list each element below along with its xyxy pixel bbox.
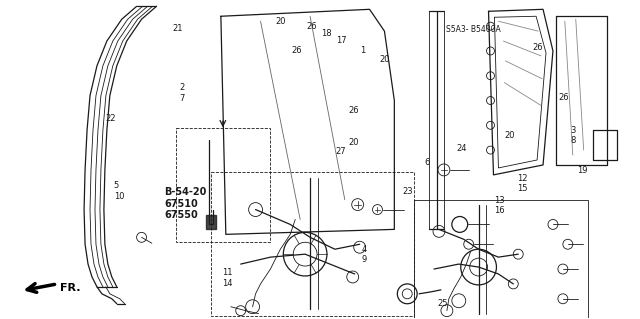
- Text: 21: 21: [173, 24, 183, 33]
- Text: 5
10: 5 10: [114, 182, 124, 201]
- Text: 22: 22: [106, 114, 116, 123]
- Text: 13
16: 13 16: [495, 196, 505, 215]
- Text: FR.: FR.: [60, 283, 81, 293]
- Text: 20: 20: [349, 137, 359, 147]
- Polygon shape: [206, 214, 216, 229]
- Text: 20: 20: [379, 56, 390, 64]
- Text: 26: 26: [306, 22, 317, 31]
- Text: 26: 26: [558, 93, 568, 102]
- Text: 25: 25: [437, 299, 448, 308]
- Text: 24: 24: [456, 144, 467, 153]
- Text: 1: 1: [360, 46, 365, 55]
- Text: 26: 26: [291, 46, 302, 55]
- Text: 3
8: 3 8: [571, 126, 576, 145]
- Text: S5A3- B5400A: S5A3- B5400A: [445, 25, 500, 34]
- Bar: [176, 128, 271, 242]
- Text: 20: 20: [504, 131, 515, 140]
- Text: 4
9: 4 9: [361, 245, 367, 264]
- Text: 20: 20: [276, 18, 286, 26]
- Text: 2
7: 2 7: [179, 83, 184, 103]
- Text: 26: 26: [532, 43, 543, 52]
- Text: 18: 18: [321, 28, 332, 38]
- Text: B-54-20
67510
67550: B-54-20 67510 67550: [164, 187, 207, 220]
- Text: 6: 6: [425, 158, 430, 167]
- Text: 17: 17: [336, 36, 346, 45]
- Text: 11
14: 11 14: [221, 268, 232, 288]
- Text: 23: 23: [403, 187, 413, 196]
- Text: 19: 19: [577, 166, 588, 175]
- Text: 27: 27: [336, 147, 346, 156]
- Bar: [414, 200, 588, 319]
- Text: 12
15: 12 15: [516, 174, 527, 193]
- Bar: [211, 172, 414, 315]
- Text: 26: 26: [349, 106, 359, 115]
